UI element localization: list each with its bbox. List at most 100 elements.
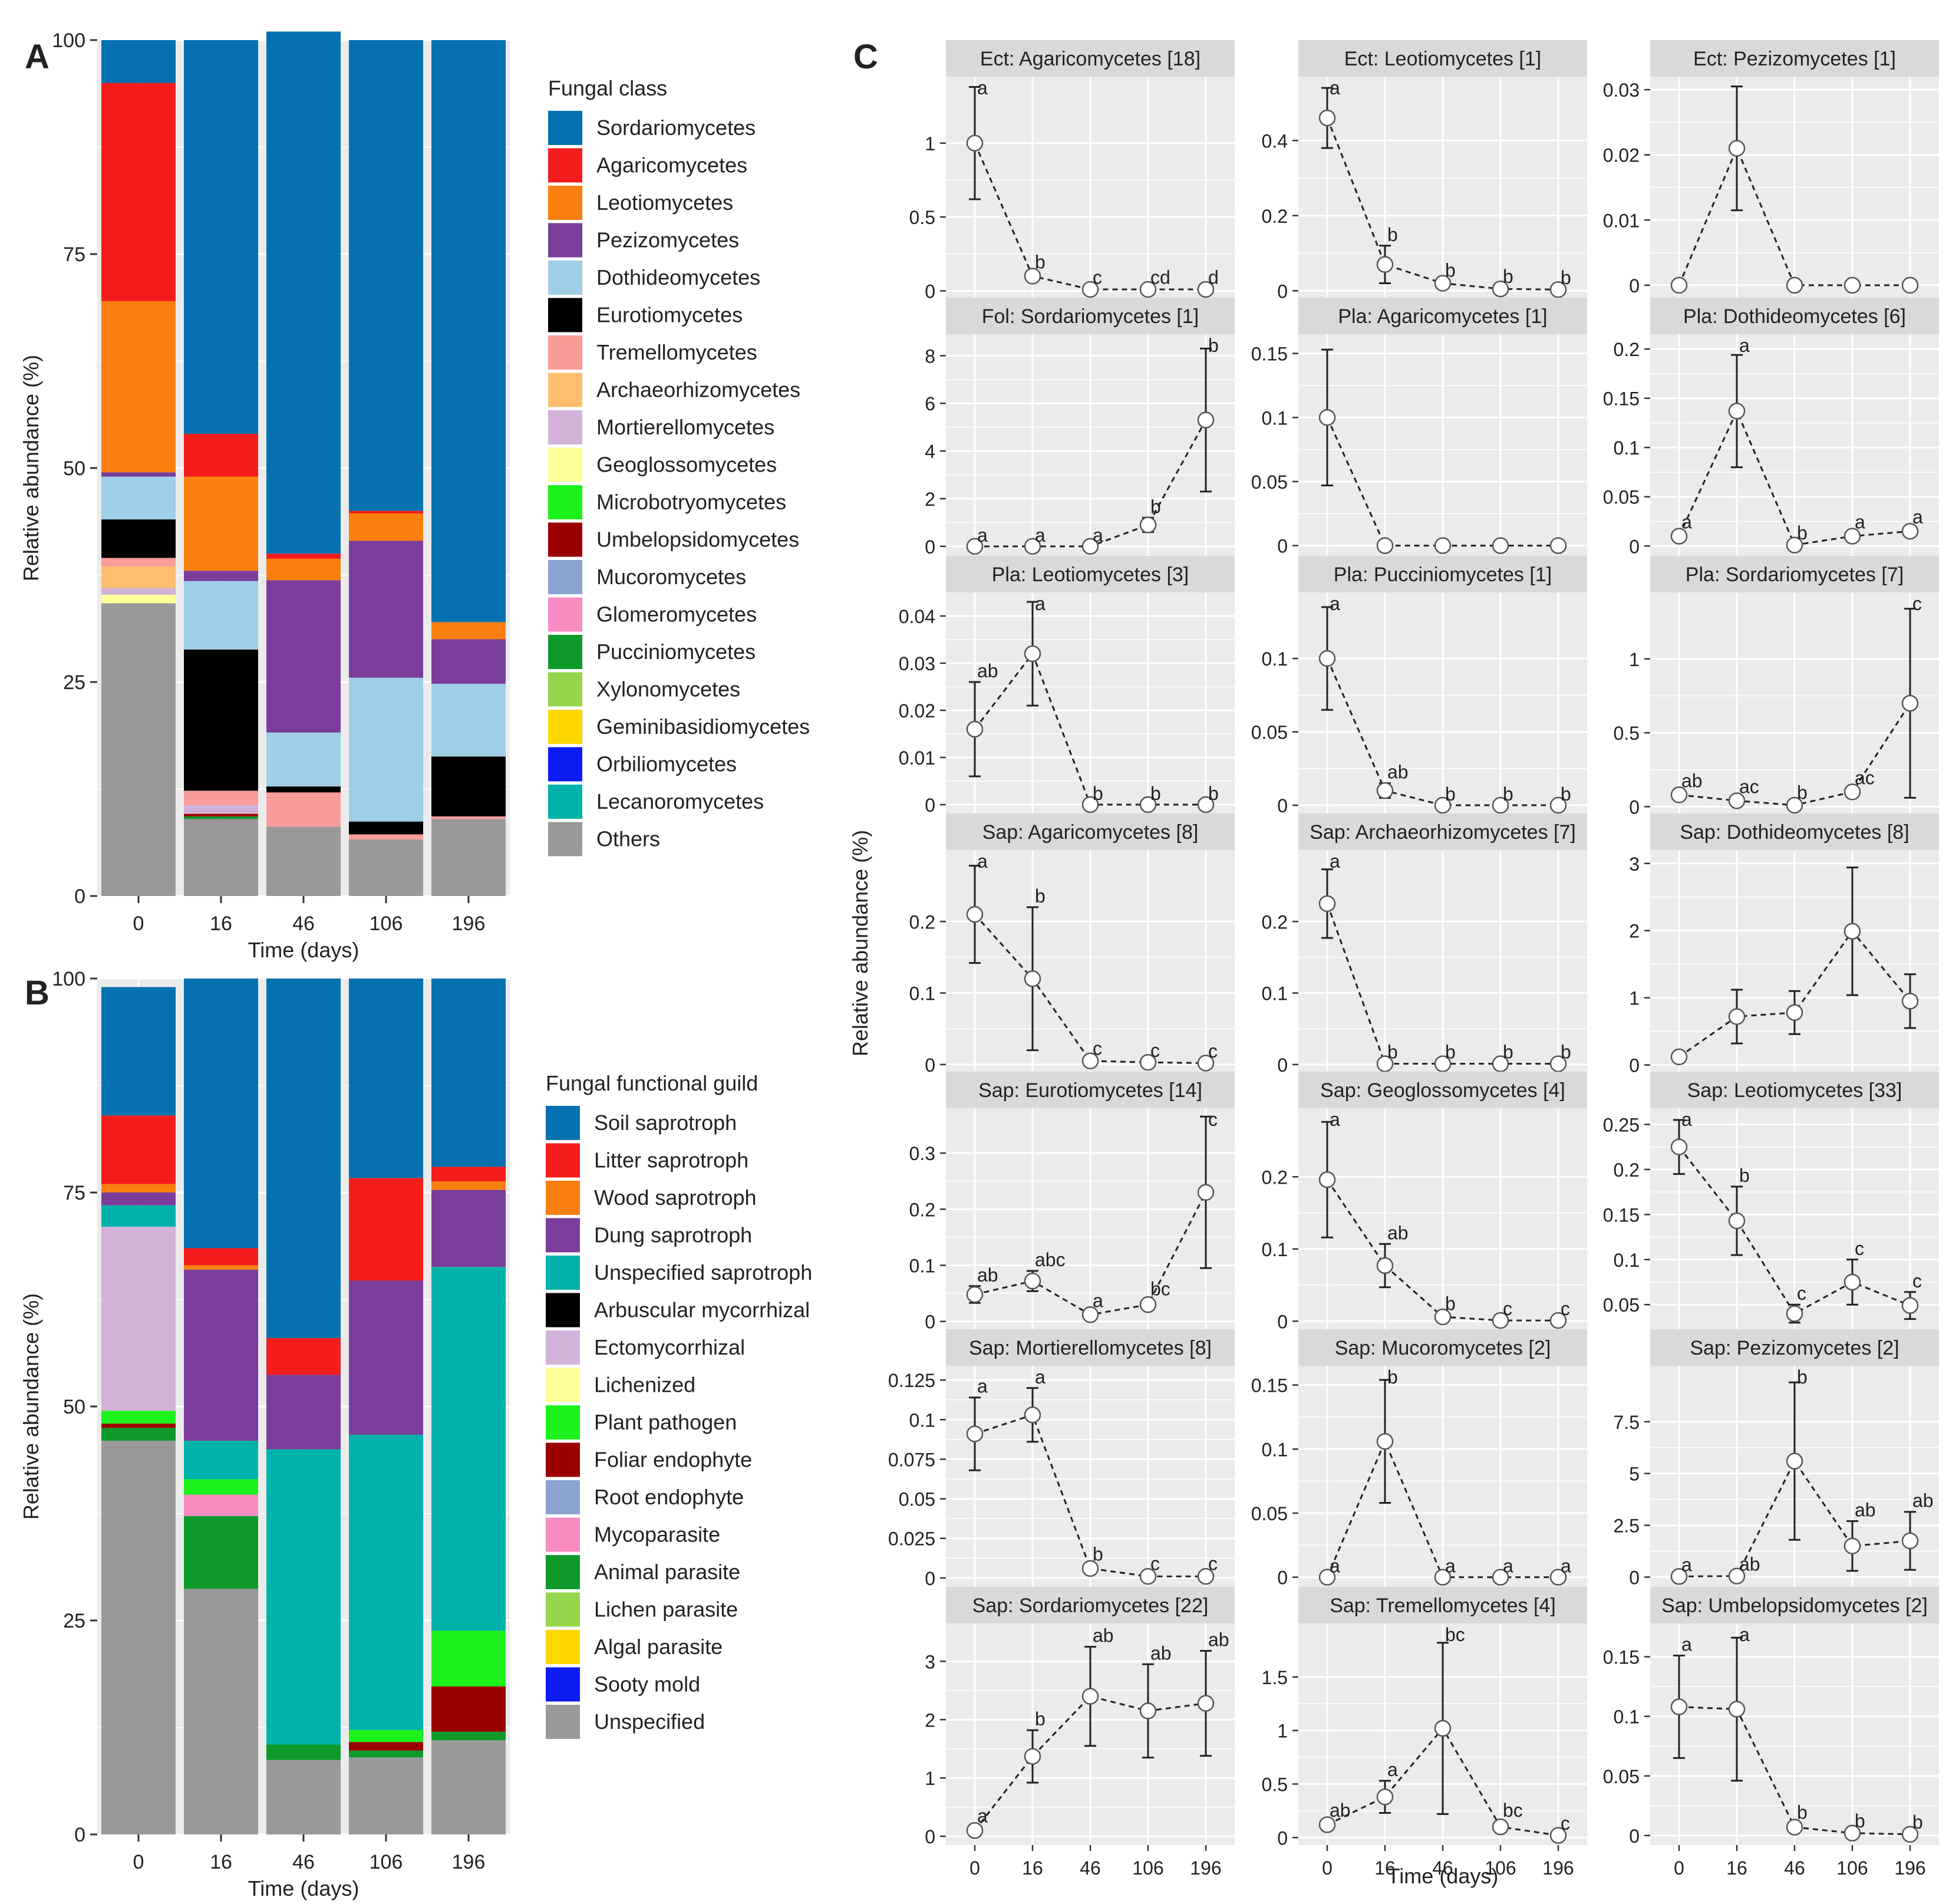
bar-segment [431, 1740, 506, 1834]
y-tick-label: 5 [1629, 1464, 1640, 1485]
y-tick-label: 0 [74, 885, 85, 908]
y-tick-label: 0.2 [909, 911, 935, 933]
bar-segment [431, 683, 506, 757]
legend-label: Foliar endophyte [594, 1448, 752, 1472]
bar-segment [184, 1248, 258, 1266]
data-point [1318, 1816, 1336, 1833]
significance-letter: b [1093, 783, 1103, 804]
data-point [1670, 1568, 1688, 1585]
series-line [974, 1414, 1206, 1577]
y-tick-label: 0.05 [1603, 487, 1640, 508]
legend-swatch [548, 672, 582, 707]
data-point [1139, 281, 1157, 298]
y-tick-label: 0.02 [1603, 145, 1640, 166]
data-point [1024, 268, 1041, 285]
data-point [966, 1286, 984, 1303]
x-tick-label: 16 [210, 913, 232, 935]
facet-strip [946, 1072, 1235, 1108]
panel-label-a: A [25, 38, 50, 76]
significance-letter: b [1855, 1810, 1865, 1831]
y-tick-label: 0.05 [1603, 1766, 1640, 1787]
bar-segment [266, 1449, 341, 1745]
significance-letter: b [1035, 1708, 1046, 1730]
data-point [1434, 1055, 1452, 1072]
panel-b-stacked-bar-chart: 0 25 50 75 100 0 16 46 106 196 Time (days) Relative… [19, 968, 812, 1900]
significance-letter: ab [1093, 1625, 1114, 1646]
significance-letter: b [1561, 1041, 1571, 1062]
y-tick-label: 0.15 [1251, 1375, 1288, 1396]
legend-swatch [546, 1256, 580, 1290]
bar-segment [101, 594, 176, 604]
y-tick-label: 0 [925, 1568, 935, 1589]
significance-letter: a [1035, 593, 1046, 614]
data-point [1081, 538, 1099, 555]
data-point [1376, 1055, 1394, 1072]
bar-segment [184, 1494, 258, 1516]
data-point [1549, 1827, 1567, 1844]
data-point [1670, 1698, 1688, 1715]
series-line [1678, 1459, 1911, 1577]
bar-segment [184, 790, 258, 806]
bar-segment [101, 472, 176, 477]
y-tick-label: 0.2 [1262, 1167, 1288, 1188]
facet-title: Ect: Pezizomycetes [1] [1693, 48, 1896, 70]
facet-panel: Sap: Dothideomycetes [8] 0 1 2 3 [1629, 813, 1939, 1076]
bar-segment [266, 554, 341, 559]
bar-segment [101, 301, 176, 473]
x-tick-label: 0 [1674, 1857, 1684, 1879]
legend-swatch [546, 1442, 580, 1477]
bar-segment [266, 979, 341, 1338]
significance-letter: a [977, 77, 988, 98]
y-tick-label: 100 [52, 968, 85, 990]
bar-segment [266, 31, 341, 554]
x-axis-title: Time (days) [248, 938, 360, 962]
data-point [1139, 1567, 1157, 1585]
legend-swatch [546, 1480, 580, 1514]
data-point [1549, 796, 1567, 814]
y-tick-label: 0.5 [909, 207, 935, 228]
y-tick-label: 100 [52, 29, 85, 52]
bar-segment [101, 566, 176, 588]
bar-segment [349, 513, 423, 541]
y-tick-label: 0 [1277, 1827, 1288, 1849]
y-tick-label: 0 [1629, 796, 1640, 818]
legend-swatch [548, 485, 582, 519]
bar-segment [349, 1178, 423, 1281]
legend-swatch [548, 710, 582, 744]
data-point [1549, 1312, 1567, 1329]
legend-label: Eurotiomycetes [596, 303, 743, 327]
y-tick-label: 0.03 [1603, 80, 1640, 101]
significance-letter: c [1093, 1037, 1102, 1059]
bar-segment [266, 792, 341, 827]
y-tick-label: 8 [925, 345, 935, 367]
data-point [1549, 281, 1567, 298]
legend-swatch [548, 635, 582, 669]
y-tick-label: 0.2 [1614, 1159, 1640, 1181]
facet-strip [1298, 1587, 1587, 1623]
bar-segment [101, 1193, 176, 1205]
bar-segment [101, 1424, 176, 1428]
significance-letter: b [1445, 783, 1456, 805]
legend-label: Orbiliomycetes [596, 752, 737, 776]
data-point [1081, 1052, 1099, 1070]
data-point [1434, 1569, 1452, 1586]
facet-title: Sap: Geoglossomycetes [4] [1320, 1079, 1565, 1102]
y-tick-label: 0 [925, 1826, 935, 1847]
legend-label: Lichen parasite [594, 1597, 738, 1622]
legend-label: Algal parasite [594, 1635, 723, 1659]
legend-swatch [546, 1592, 580, 1627]
series-line [974, 143, 1206, 291]
data-point [1670, 1138, 1688, 1155]
y-tick-label: 1.5 [1262, 1667, 1288, 1688]
x-axis-title: Time (days) [1387, 1864, 1499, 1888]
bar-segment [266, 580, 341, 733]
y-tick-label: 1 [1277, 1721, 1288, 1742]
legend-swatch [546, 1405, 580, 1439]
x-tick-label: 0 [969, 1857, 980, 1879]
bar-segment [184, 571, 258, 581]
significance-letter: c [1912, 593, 1922, 614]
bar-segment [184, 1265, 258, 1270]
y-tick-label: 2 [925, 489, 935, 510]
x-tick-label: 196 [452, 913, 486, 935]
bar-segment [101, 519, 176, 558]
